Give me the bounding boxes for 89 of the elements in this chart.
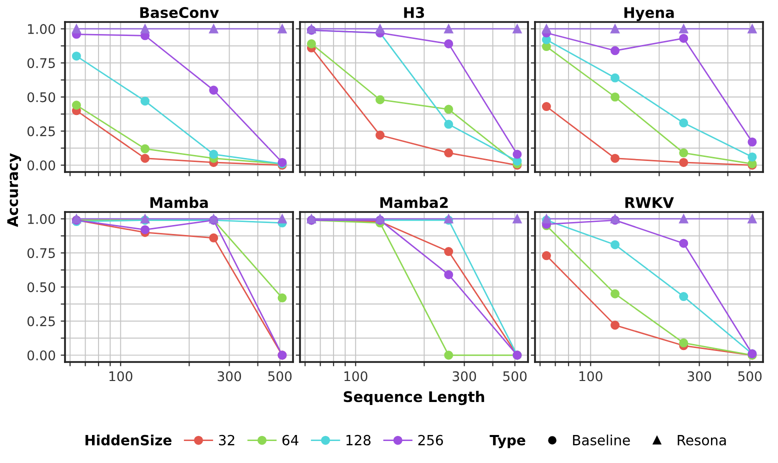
chart-title: Mamba [150,196,208,208]
legend-title: HiddenSize [86,434,172,446]
chart-title: Hyena [624,7,674,21]
point [679,158,688,167]
y-tick-label: 0.25 [27,316,55,326]
point [209,86,218,95]
point [610,320,620,330]
point [679,34,688,43]
legend-label: 256 [418,434,443,446]
point [679,148,688,158]
y-tick-label: 0.00 [27,160,56,170]
y-tick-label: 0.50 [27,92,56,102]
point [610,154,620,163]
x-tick-label: 500 [268,371,292,382]
legend-label: 128 [346,434,371,446]
point [72,100,81,110]
text: Baseline [573,434,630,446]
x-tick-label: 100 [344,371,368,382]
x-tick-label: 300 [218,371,242,382]
legend-label: 64 [282,434,298,446]
point [306,39,316,48]
point [679,338,688,348]
point [748,214,757,224]
point [748,152,757,162]
y-tick-label: 0.75 [27,58,55,68]
point [140,96,150,106]
point [610,289,620,298]
y-tick-label: 0.75 [27,248,55,258]
point [209,150,218,159]
point [444,148,454,158]
chart-title: Mamba2 [380,196,448,208]
point [679,118,688,128]
point [542,24,551,34]
point [278,24,287,34]
point [444,350,454,360]
x-axis-title: Sequence Length [344,390,484,406]
y-tick-label: 0.50 [27,282,56,292]
point [444,39,454,48]
point [444,247,454,256]
point [512,24,522,34]
chart-title: RWKV [625,197,674,208]
point [610,24,620,34]
point [610,92,620,102]
legend-label: 32 [219,434,234,446]
point [512,150,522,159]
point [72,24,81,34]
x-tick-label: 500 [503,371,527,382]
x-tick-label: 100 [109,371,132,382]
point [542,102,551,112]
point [140,144,150,154]
point [72,52,81,61]
point [376,130,385,140]
point [278,214,287,224]
x-tick-label: 300 [452,371,476,382]
y-axis-title: Accuracy [7,153,22,227]
point [278,293,287,302]
point [209,233,218,242]
point [748,24,757,34]
point [376,95,385,104]
point [444,120,454,129]
text: Resona [678,435,726,446]
x-tick-label: 100 [579,371,602,382]
y-tick-label: 1.00 [28,24,56,34]
x-tick-label: 500 [738,371,762,382]
point [679,292,688,302]
point [610,240,620,250]
text: Type [490,435,526,448]
point [610,73,620,82]
point [679,214,688,224]
point [140,225,150,234]
chart-title: BaseConv [140,7,219,18]
point [444,270,454,280]
y-tick-label: 0.00 [27,350,56,360]
point [679,238,688,248]
point [542,251,551,260]
chart-title: H3 [404,7,424,18]
point [748,137,757,147]
point [679,24,688,34]
point [140,154,150,163]
y-tick-label: 1.00 [28,214,56,224]
point [140,24,150,34]
point [512,214,522,224]
x-tick-label: 300 [688,371,712,382]
point [444,24,454,34]
point [610,46,620,56]
point [209,24,218,34]
point [376,24,385,34]
point [444,104,454,114]
y-tick-label: 0.25 [27,126,55,136]
